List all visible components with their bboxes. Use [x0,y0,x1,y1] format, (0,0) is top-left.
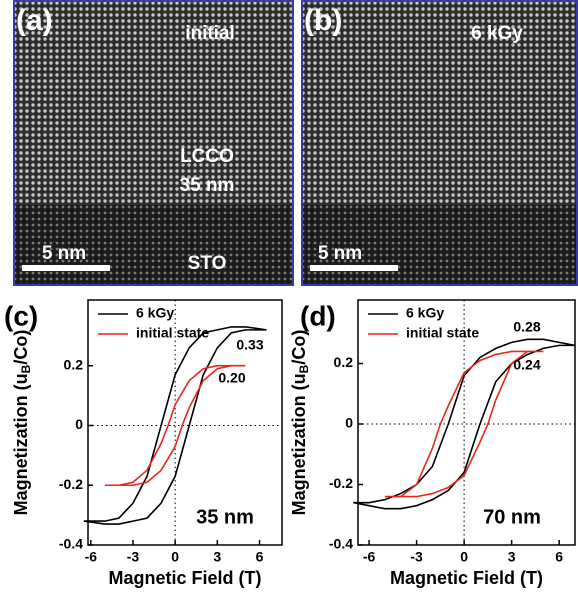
y-tick-label: 0.2 [64,356,84,372]
x-tick-label: 0 [460,549,468,565]
panel-label: (d) [300,300,336,331]
panel-label: (b) [304,4,342,37]
y-axis-label-part: Magnetization (u [11,373,31,515]
x-tick-label: -6 [363,549,376,565]
y-axis-label: Magnetization (uB/Co) [289,330,311,516]
x-tick-label: -6 [85,549,98,565]
image-label: initial [185,23,235,44]
scale-bar-label: 5 nm [318,243,362,264]
plot-frame [87,299,283,546]
legend-label: 6 kGy [136,305,174,321]
plot-frame [357,299,576,546]
x-tick-label: 6 [256,549,264,565]
x-tick-label: 0 [171,549,179,565]
y-tick-label: -0.4 [329,536,353,552]
x-tick-label: 3 [508,549,516,565]
x-axis-label: Magnetic Field (T) [390,568,543,588]
y-tick-label: 0 [75,416,83,432]
panel-label: (a) [16,4,53,37]
scale-bar [22,265,110,271]
y-axis-label-part: /Co) [289,330,309,365]
panel-label: (c) [4,300,38,331]
annotation: 0.24 [513,357,540,373]
legend-label: initial state [406,325,479,341]
legend-label: initial state [136,325,209,341]
image-label: LCCO [180,146,234,167]
image-label: STO [188,253,227,274]
x-tick-label: 6 [555,549,563,565]
y-axis-label-part: Magnetization (u [289,373,309,515]
series-line [384,350,544,498]
x-tick-label: -3 [410,549,423,565]
series-line [353,338,576,510]
y-axis-label-sub: B [297,364,311,373]
image-b: (b) 6 kGy 5 nm [301,0,578,286]
inset-label: 70 nm [483,506,541,528]
x-tick-label: -3 [127,549,140,565]
y-tick-label: 0 [345,415,353,431]
y-axis-label-part: /Co) [11,330,31,365]
image-label: 35 nm [180,175,235,196]
series-line [104,364,246,487]
x-tick-label: 3 [213,549,221,565]
y-tick-label: -0.4 [59,536,83,552]
x-axis-label: Magnetic Field (T) [109,568,262,588]
annotation: 0.20 [218,370,245,386]
image-label: 6 kGy [471,23,523,44]
inset-label: 35 nm [196,506,254,528]
legend-label: 6 kGy [406,305,444,321]
y-axis-label-sub: B [19,364,33,373]
y-tick-label: -0.2 [59,476,83,492]
series-line [83,326,267,525]
y-axis-label: Magnetization (uB/Co) [11,330,33,516]
y-tick-label: 0.2 [334,354,354,370]
image-a: (a) initial LCCO 35 nm STO 5 nm [13,0,294,286]
scale-bar-label: 5 nm [42,243,86,264]
annotation: 0.33 [236,337,263,353]
scale-bar [310,265,398,271]
annotation: 0.28 [513,319,540,335]
y-tick-label: -0.2 [329,475,353,491]
